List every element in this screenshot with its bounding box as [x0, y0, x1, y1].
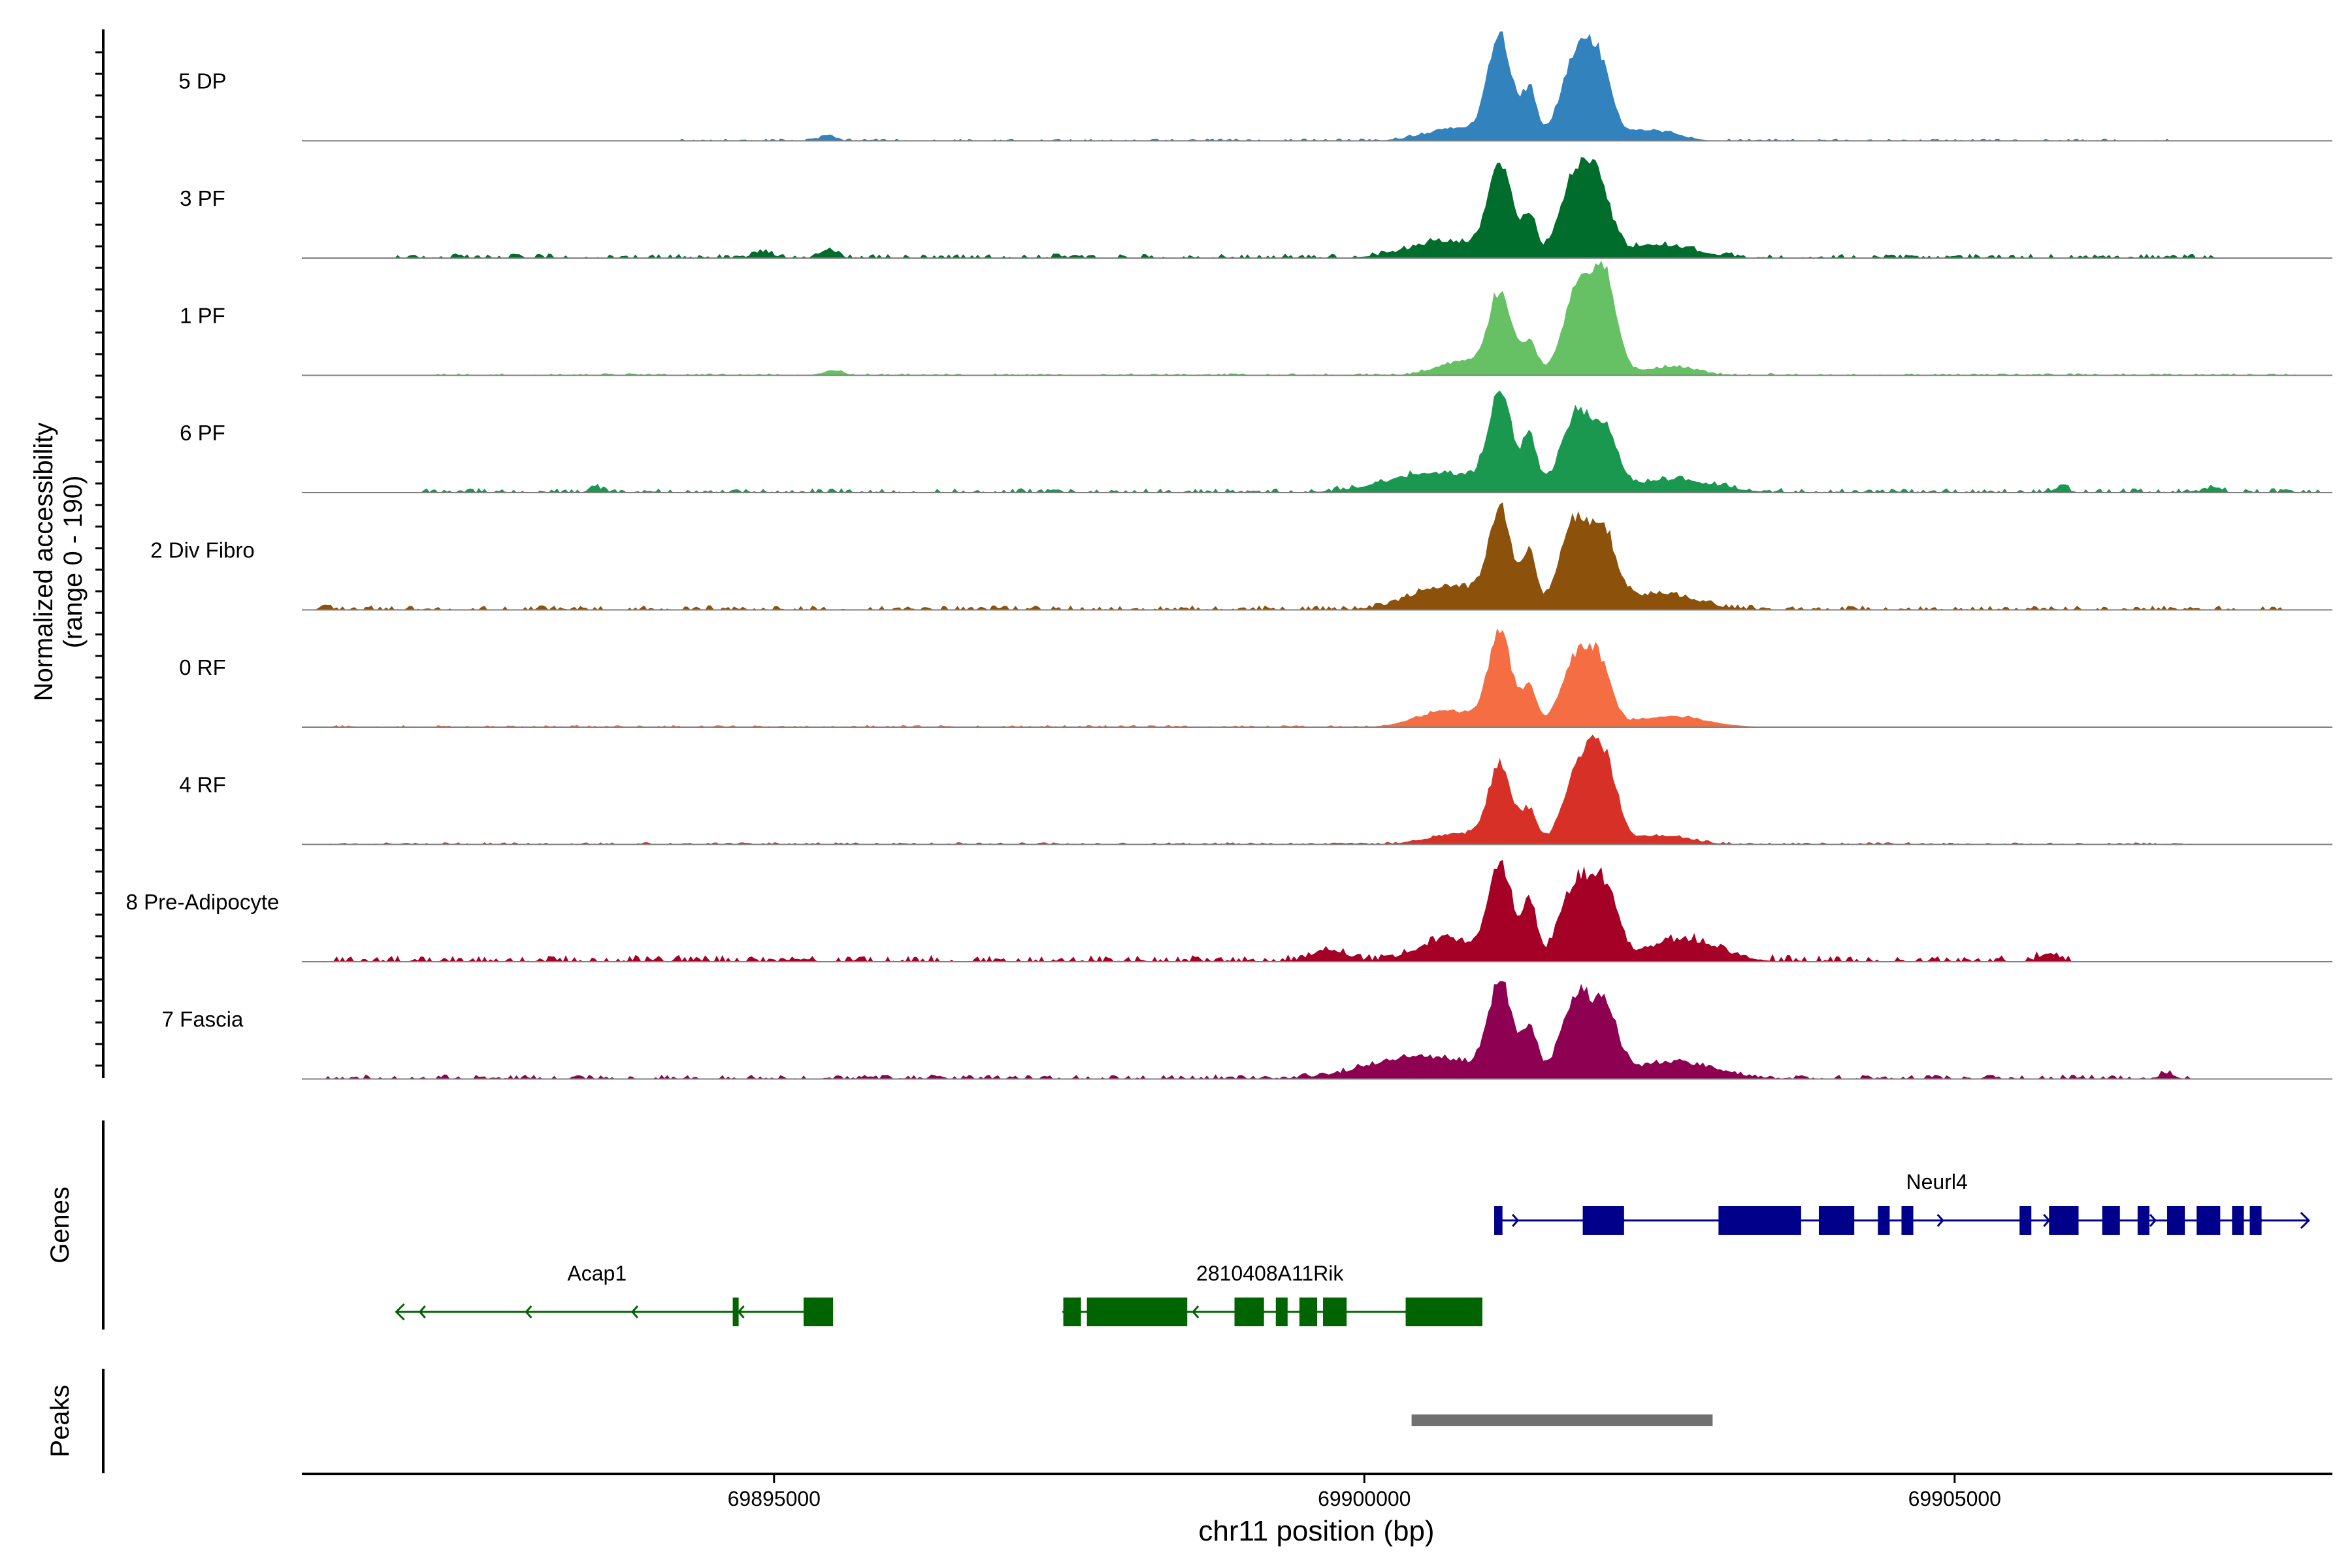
- exon: [2019, 1206, 2032, 1235]
- gene-acap1: Acap1: [395, 1262, 834, 1326]
- strand-arrow: [1192, 1305, 1200, 1318]
- track-7-fascia: 7 Fascia: [162, 981, 2332, 1080]
- track-label: 0 RF: [179, 655, 226, 679]
- exon: [1063, 1298, 1081, 1326]
- track-label: 7 Fascia: [162, 1007, 244, 1032]
- exon: [1494, 1206, 1503, 1235]
- exon: [2167, 1206, 2185, 1235]
- exon: [2232, 1206, 2244, 1235]
- track-label: 8 Pre-Adipocyte: [126, 890, 280, 914]
- track-1-pf: 1 PF: [180, 261, 2332, 376]
- genes-panel: Neurl4 Acap1 2810408A11Rik: [102, 1120, 2310, 1330]
- track-label: 6 PF: [180, 421, 225, 445]
- coverage-area: [302, 502, 2332, 610]
- exon: [803, 1298, 834, 1326]
- exon: [732, 1298, 739, 1326]
- coverage-area: [302, 734, 2332, 845]
- coverage-area: [302, 981, 2332, 1079]
- exon: [1582, 1206, 1624, 1235]
- coverage-area: [302, 261, 2332, 376]
- track-4-rf: 4 RF: [179, 734, 2332, 845]
- strand-arrow: [630, 1305, 639, 1318]
- track-5-dp: 5 DP: [178, 31, 2332, 142]
- exon: [2197, 1206, 2221, 1235]
- coverage-area: [302, 628, 2332, 727]
- track-label: 5 DP: [178, 69, 226, 93]
- track-label: 3 PF: [180, 186, 225, 210]
- peaks-panel-label: Peaks: [46, 1384, 74, 1457]
- y-axis-subtitle: (range 0 - 190): [59, 476, 88, 649]
- peak-region: [1411, 1414, 1713, 1426]
- track-8-pre-adipocyte: 8 Pre-Adipocyte: [126, 860, 2332, 962]
- strand-arrow: [525, 1305, 532, 1318]
- coverage-area: [302, 157, 2332, 258]
- track-label: 1 PF: [180, 304, 225, 328]
- strand-arrow: [1512, 1214, 1520, 1227]
- strand-arrow: [2300, 1211, 2310, 1230]
- gene-neurl4: Neurl4: [1494, 1170, 2310, 1235]
- exon: [2102, 1206, 2120, 1235]
- x-axis-title: chr11 position (bp): [1198, 1515, 1434, 1547]
- y-axis: [95, 29, 105, 1078]
- exon: [1901, 1206, 1914, 1235]
- track-0-rf: 0 RF: [179, 628, 2332, 728]
- x-axis: 69895000 69900000 69905000: [302, 1473, 2332, 1511]
- gene-label: Neurl4: [1906, 1170, 1968, 1194]
- exon: [1818, 1206, 1855, 1235]
- strand-arrow: [395, 1303, 405, 1321]
- exon: [1086, 1298, 1188, 1326]
- gene-2810408a11rik: 2810408A11Rik: [1062, 1262, 1482, 1326]
- track-label: 2 Div Fibro: [150, 538, 255, 563]
- strand-arrow: [418, 1305, 426, 1318]
- x-tick-label: 69905000: [1908, 1487, 2001, 1511]
- exon: [1878, 1206, 1890, 1235]
- exon: [1275, 1298, 1288, 1326]
- gene-label: Acap1: [567, 1262, 627, 1285]
- strand-arrow: [2149, 1214, 2157, 1227]
- genes-panel-label: Genes: [46, 1186, 74, 1264]
- strand-arrow: [1936, 1214, 1944, 1227]
- track-6-pf: 6 PF: [180, 390, 2332, 493]
- track-3-pf: 3 PF: [180, 157, 2332, 259]
- track-2-div-fibro: 2 Div Fibro: [150, 502, 2332, 611]
- exon: [1405, 1298, 1482, 1326]
- accessibility-tracks: 5 DP 3 PF 1 PF 6 PF 2 Div Fibro 0 RF 4 RF 8 Pre…: [126, 31, 2332, 1080]
- x-tick-label: 69900000: [1318, 1487, 1411, 1511]
- exon: [1234, 1298, 1264, 1326]
- exon: [2249, 1206, 2262, 1235]
- y-axis-title: Normalized accessibility: [29, 423, 58, 702]
- coverage-area: [302, 31, 2332, 141]
- x-tick-label: 69895000: [728, 1487, 821, 1511]
- exon: [2049, 1206, 2079, 1235]
- track-label: 4 RF: [179, 773, 226, 797]
- exon: [1299, 1298, 1317, 1326]
- coverage-area: [302, 390, 2332, 493]
- exon: [2137, 1206, 2149, 1235]
- exon: [1323, 1298, 1347, 1326]
- peaks-panel: [102, 1369, 1713, 1473]
- coverage-area: [302, 860, 2332, 962]
- gene-label: 2810408A11Rik: [1196, 1262, 1344, 1285]
- exon: [1718, 1206, 1801, 1235]
